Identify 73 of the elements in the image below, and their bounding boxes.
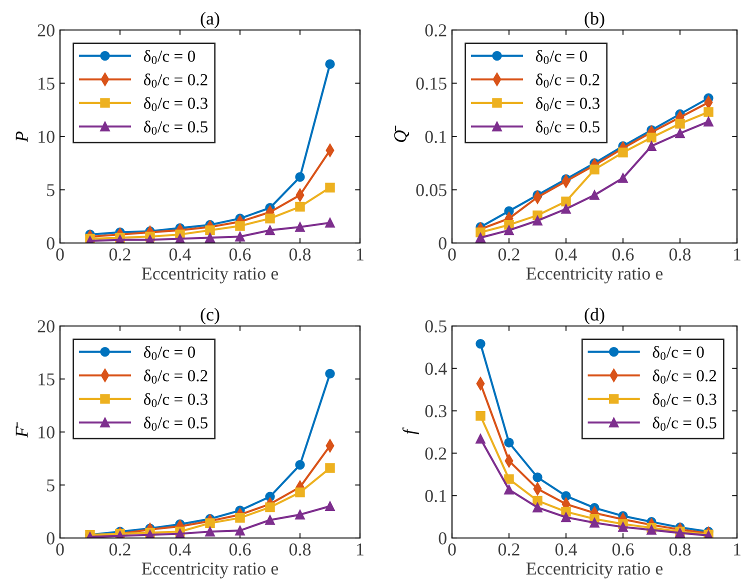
chart-title: (a)	[200, 12, 220, 28]
y-tick-label: 0.2	[425, 447, 446, 460]
legend-label: δ$_{0}$/c = 0.3	[144, 97, 208, 112]
x-tick-label: 1	[734, 248, 740, 260]
x-axis-title: Eccentricity ratio e	[526, 268, 663, 284]
x-tick-label: 0	[56, 543, 64, 556]
y-axis-title: F̄	[16, 422, 28, 438]
x-tick-label: 1	[357, 248, 364, 260]
legend-label: δ$_{0}$/c = 0.3	[536, 97, 600, 112]
x-tick-label: 0	[448, 543, 456, 556]
x-tick-label: 0.8	[669, 248, 691, 261]
legend-label: δ$_{0}$/c = 0.2	[652, 370, 716, 384]
legend-label: δ$_{0}$/c = 0.5	[144, 416, 208, 431]
legend-label: δ$_{0}$/c = 0.5	[652, 416, 716, 431]
x-tick-label: 0.2	[498, 248, 520, 261]
legend-label: δ$_{0}$/c = 0	[144, 50, 195, 64]
y-tick-label: 15	[38, 373, 54, 386]
y-tick-label: 10	[38, 130, 54, 143]
x-tick-label: 0.2	[109, 543, 130, 556]
y-tick-label: 5	[47, 479, 54, 492]
legend-label: δ$_{0}$/c = 0	[144, 346, 195, 360]
y-tick-label: 0	[46, 237, 54, 250]
y-tick-label: 0	[438, 532, 446, 544]
chart-title: (b)	[584, 12, 604, 28]
y-tick-label: 0.5	[425, 320, 446, 333]
y-tick-label: 20	[38, 320, 54, 332]
x-tick-label: 0.4	[169, 248, 192, 261]
chart-title: (c)	[200, 308, 220, 324]
y-tick-label: 0.1	[425, 490, 446, 502]
y-tick-label: 10	[38, 426, 54, 438]
x-axis-title: Eccentricity ratio e	[142, 268, 278, 284]
y-tick-label: 5	[47, 184, 54, 196]
y-axis-title: P	[16, 131, 28, 142]
legend-label: δ$_{0}$/c = 0.3	[144, 393, 208, 408]
chart-title: (d)	[584, 308, 604, 324]
x-tick-label: 0.6	[229, 248, 251, 261]
y-tick-label: 0	[46, 532, 54, 544]
legend-label: δ$_{0}$/c = 0.2	[144, 74, 208, 88]
legend-label: δ$_{0}$/c = 0.5	[144, 120, 208, 135]
legend-label: δ$_{0}$/c = 0	[652, 346, 704, 360]
y-tick-label: 0.15	[416, 78, 446, 90]
x-tick-label: 0.6	[612, 543, 634, 556]
x-tick-label: 0.2	[109, 248, 130, 261]
y-tick-label: 0.05	[416, 184, 446, 196]
x-tick-label: 1	[357, 543, 364, 556]
legend-label: δ$_{0}$/c = 0.2	[144, 370, 208, 384]
y-tick-label: 0.3	[425, 405, 446, 418]
legend-label: δ$_{0}$/c = 0.3	[652, 393, 716, 408]
x-tick-label: 0.2	[498, 543, 520, 556]
x-tick-label: 0	[448, 248, 456, 261]
x-tick-label: 0.4	[169, 543, 192, 556]
y-axis-title: f	[402, 427, 420, 434]
x-tick-label: 0.4	[555, 543, 578, 556]
x-axis-title: Eccentricity ratio e	[526, 562, 663, 578]
legend-label: δ$_{0}$/c = 0	[536, 50, 587, 64]
x-tick-label: 0.4	[555, 248, 578, 261]
x-tick-label: 0.8	[669, 543, 691, 556]
x-tick-label: 0.8	[289, 248, 311, 261]
x-axis-title: Eccentricity ratio e	[142, 562, 278, 578]
y-tick-label: 15	[38, 78, 54, 90]
y-tick-label: 20	[38, 24, 54, 36]
y-tick-label: 0.1	[425, 130, 446, 144]
y-tick-label: 0	[438, 237, 446, 250]
x-tick-label: 0	[56, 248, 64, 261]
x-tick-label: 0.6	[612, 248, 634, 261]
legend-label: δ$_{0}$/c = 0.2	[536, 74, 600, 88]
legend-label: δ$_{0}$/c = 0.5	[536, 120, 600, 135]
x-tick-label: 0.8	[289, 543, 311, 556]
x-tick-label: 0.6	[229, 543, 251, 556]
y-tick-label: 0.4	[425, 362, 447, 375]
y-axis-title: Q̄	[394, 126, 410, 142]
y-tick-label: 0.2	[425, 24, 446, 37]
x-tick-label: 1	[734, 543, 740, 556]
